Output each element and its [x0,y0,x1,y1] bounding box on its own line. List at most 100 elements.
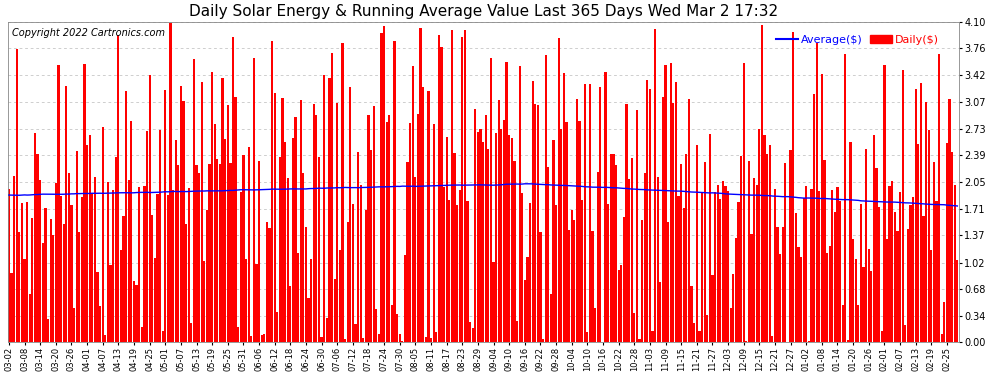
Bar [667,222,669,342]
Bar [811,189,813,342]
Bar [292,138,294,342]
Bar [393,41,396,342]
Bar [471,328,474,342]
Bar [26,202,29,342]
Bar [407,162,409,342]
Bar [873,135,875,342]
Bar [733,274,735,342]
Bar [672,104,674,342]
Bar [816,43,818,342]
Bar [479,129,482,342]
Bar [907,229,909,342]
Bar [417,114,419,342]
Bar [182,101,184,342]
Bar [696,145,698,342]
Bar [956,260,958,342]
Bar [141,327,143,342]
Bar [438,34,440,342]
Bar [818,190,821,342]
Bar [758,129,760,342]
Bar [750,234,752,342]
Bar [888,186,891,342]
Bar [436,332,438,342]
Bar [86,145,88,342]
Bar [618,270,620,342]
Bar [287,178,289,342]
Bar [195,165,198,342]
Bar [386,122,388,342]
Bar [263,334,265,342]
Bar [712,274,714,342]
Bar [636,111,638,342]
Bar [260,335,262,342]
Bar [144,186,146,342]
Bar [443,187,446,342]
Bar [169,23,171,342]
Bar [549,294,552,342]
Bar [458,190,460,342]
Bar [346,222,348,342]
Bar [294,117,297,342]
Bar [187,188,190,342]
Bar [727,191,730,342]
Bar [337,103,339,342]
Text: Copyright 2022 Cartronics.com: Copyright 2022 Cartronics.com [12,28,165,38]
Bar [16,49,18,342]
Bar [560,129,562,342]
Bar [315,115,318,342]
Bar [852,238,854,342]
Bar [938,54,940,342]
Bar [146,131,148,342]
Bar [904,325,907,342]
Bar [562,73,565,342]
Bar [18,232,21,342]
Bar [894,212,896,342]
Bar [446,137,447,342]
Bar [450,30,453,342]
Bar [110,265,112,342]
Bar [441,47,443,342]
Bar [279,157,281,342]
Bar [138,187,141,342]
Bar [252,58,255,342]
Bar [782,227,784,342]
Bar [867,249,870,342]
Bar [342,42,344,342]
Bar [945,143,948,342]
Bar [537,105,539,342]
Bar [693,323,695,342]
Bar [492,262,495,342]
Legend: Average($), Daily($): Average($), Daily($) [771,30,943,50]
Bar [485,115,487,342]
Bar [180,86,182,342]
Bar [565,122,567,342]
Bar [607,204,609,342]
Bar [755,186,757,342]
Bar [99,306,101,342]
Bar [659,282,661,342]
Bar [797,247,800,342]
Bar [745,341,747,342]
Bar [39,180,42,342]
Bar [886,239,888,342]
Bar [8,189,10,342]
Bar [557,38,559,342]
Bar [920,83,922,342]
Bar [357,152,359,342]
Bar [555,204,557,342]
Bar [784,163,786,342]
Bar [690,286,693,342]
Bar [378,334,380,342]
Bar [54,183,57,342]
Bar [232,37,234,342]
Bar [375,309,377,342]
Bar [367,115,369,342]
Bar [172,189,174,342]
Bar [849,142,851,342]
Bar [125,91,128,342]
Bar [527,257,529,342]
Bar [839,201,842,342]
Bar [359,185,361,342]
Bar [222,78,224,342]
Bar [532,81,534,342]
